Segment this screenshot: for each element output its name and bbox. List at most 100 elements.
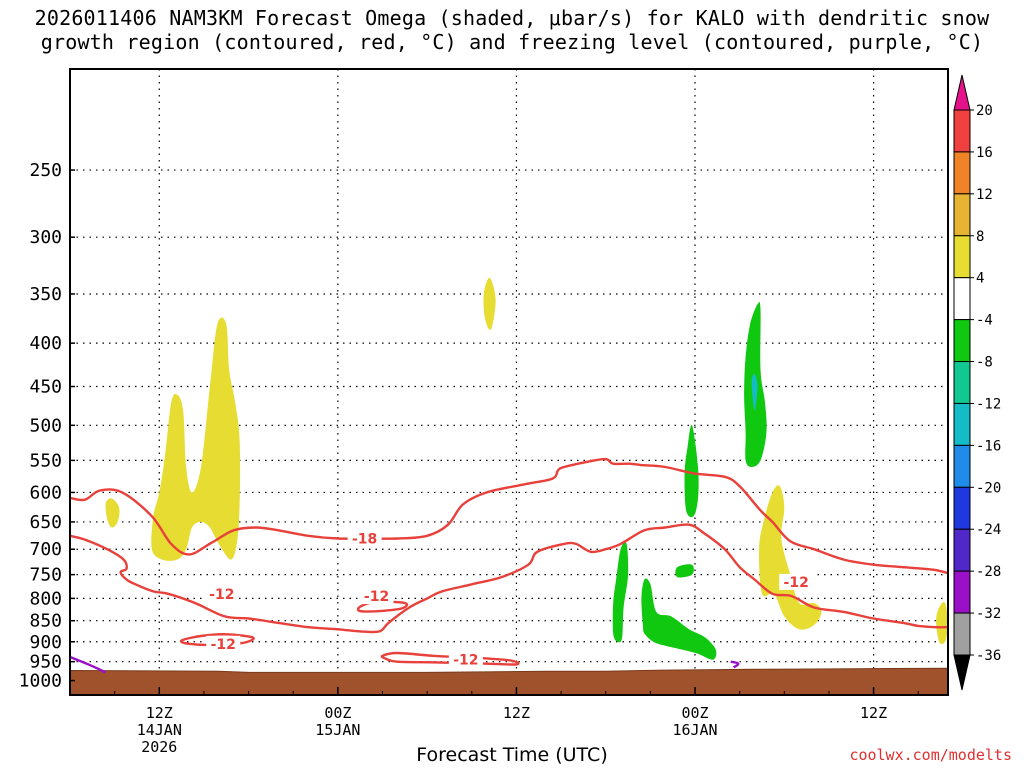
contour-label-text: -12 (453, 653, 478, 669)
colorbar-label: -4 (976, 313, 993, 329)
omega-region (612, 542, 629, 643)
freezing-level-line (70, 655, 107, 674)
x-tick-label: 2026 (141, 738, 177, 756)
contour-label-background (204, 585, 239, 602)
colorbar-label: -36 (976, 648, 1001, 664)
colorbar-label: 16 (976, 145, 993, 161)
contour-label-text: -12 (211, 637, 236, 653)
colorbar-label: -12 (976, 396, 1001, 412)
colorbar-bin (953, 193, 971, 237)
omega-shading (105, 277, 948, 660)
x-tick-label: 00Z (324, 704, 351, 722)
dgz-contour-line (179, 633, 255, 647)
colorbar-bin (953, 402, 971, 446)
y-tick-label: 250 (29, 160, 62, 181)
y-tick-label: 950 (29, 652, 62, 673)
y-tick-label: 850 (29, 611, 62, 632)
omega-region (151, 317, 241, 561)
colorbar-label: 8 (976, 229, 984, 245)
grid-lines (70, 69, 948, 695)
colorbar: -36 -32 -28 -24 -20 -16 -12 -8 -4 4 8 12 16 20 (953, 74, 1001, 691)
colorbar-bin (953, 612, 971, 656)
colorbar-bottom-triangle (953, 654, 971, 691)
contour-label-background (448, 651, 483, 668)
colorbar-bin (953, 444, 971, 488)
contour-labels: -18 -12 -12 -12 -12 -12 (204, 530, 814, 669)
y-tick-label: 500 (29, 415, 62, 436)
contour-label-text: -12 (784, 575, 809, 591)
colorbar-label: -20 (976, 480, 1001, 496)
y-tick-label: 800 (29, 588, 62, 609)
colorbar-label: -28 (976, 564, 1001, 580)
omega-region (675, 564, 694, 578)
colorbar-label: 20 (976, 103, 993, 119)
y-tick-label: 400 (29, 333, 62, 354)
colorbar-bin (953, 528, 971, 572)
colorbar-label: -32 (976, 606, 1001, 622)
y-tick-label: 350 (29, 284, 62, 305)
y-tick-label: 700 (29, 539, 62, 560)
plot-frame (69, 68, 949, 696)
y-tick-label: 550 (29, 450, 62, 471)
dgz-contour-line (70, 457, 948, 575)
colorbar-label: -16 (976, 438, 1001, 454)
colorbar-bin (953, 277, 971, 321)
colorbar-bin (953, 109, 971, 153)
terrain (70, 667, 948, 695)
omega-region (684, 424, 699, 518)
dgz-contour-line (70, 523, 948, 634)
colorbar-label: -8 (976, 355, 993, 371)
x-tick-label: 12Z (503, 704, 530, 722)
chart-title: 2026011406 NAM3KM Forecast Omega (shaded… (0, 6, 1024, 54)
x-tick-label: 00Z (681, 704, 708, 722)
plot-background (70, 69, 948, 695)
colorbar-bin (953, 570, 971, 614)
omega-region (936, 602, 948, 645)
contour-label: -12 (448, 651, 483, 669)
y-tick-label: 650 (29, 512, 62, 533)
y-axis: 2503003504004505005506006507007508008509… (19, 160, 75, 692)
x-tick-label: 16JAN (672, 721, 717, 739)
contour-label: -12 (206, 635, 241, 653)
contour-label-background (347, 530, 382, 547)
colorbar-top-triangle (953, 74, 971, 111)
terrain-fill (70, 667, 948, 695)
title-line-1: 2026011406 NAM3KM Forecast Omega (shaded… (34, 6, 990, 30)
omega-region (483, 277, 496, 330)
y-tick-label: 600 (29, 482, 62, 503)
omega-region (751, 373, 758, 411)
omega-region (641, 578, 717, 660)
x-tick-label: 12Z (860, 704, 887, 722)
colorbar-label: 12 (976, 187, 993, 203)
contour-label: -12 (359, 588, 394, 605)
contour-label-background (206, 635, 241, 652)
colorbar-bin (953, 151, 971, 195)
credit-text: coolwx.com/modelts (849, 746, 1012, 764)
colorbar-bin (953, 361, 971, 404)
freezing-level-line (730, 660, 740, 669)
colorbar-label: 4 (976, 271, 984, 287)
x-tick-label: 14JAN (137, 721, 182, 739)
contour-label: -12 (204, 585, 239, 603)
contour-label: -18 (347, 530, 382, 548)
title-line-2: growth region (contoured, red, °C) and f… (40, 30, 984, 54)
omega-region (105, 498, 120, 528)
dgz-contour-line (380, 651, 520, 666)
colorbar-bin (953, 486, 971, 530)
colorbar-label: -24 (976, 522, 1001, 538)
contour-label-text: -12 (364, 589, 389, 605)
contour-label-background (779, 573, 814, 590)
y-tick-label: 900 (29, 632, 62, 653)
contour-label: -12 (779, 573, 814, 591)
x-tick-label: 12Z (146, 704, 173, 722)
x-axis-label: Forecast Time (UTC) (416, 744, 608, 766)
x-tick-label: 15JAN (315, 721, 360, 739)
contour-label-text: -18 (352, 532, 377, 548)
freezing-level-contours (70, 655, 740, 674)
y-tick-label: 750 (29, 565, 62, 586)
contour-label-text: -12 (209, 587, 234, 603)
y-tick-label: 300 (29, 227, 62, 248)
contour-label-background (359, 588, 394, 605)
